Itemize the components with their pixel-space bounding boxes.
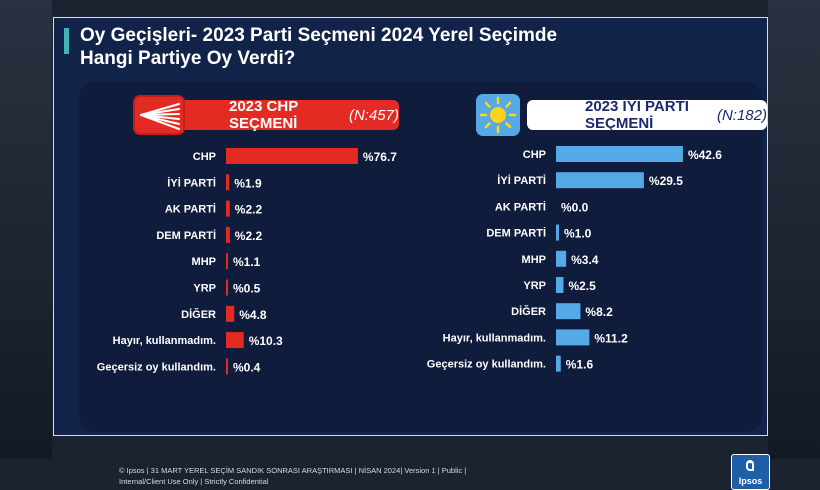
- chp-category-label: CHP: [193, 151, 216, 163]
- footer-line-1: © Ipsos | 31 MART YEREL SEÇİM SANDIK SON…: [119, 466, 467, 475]
- iyi-category-label: Geçersiz oy kullandım.: [427, 359, 546, 371]
- charts-panel: 2023 CHP SEÇMENİ (N:457) 2023 İYİ PARTİ …: [79, 82, 770, 490]
- chp-value-label: %0.5: [233, 282, 261, 296]
- chp-category-label: MHP: [192, 256, 216, 268]
- iyi-value-label: %1.0: [564, 227, 592, 241]
- iyi-value-label: %11.2: [594, 331, 628, 345]
- slide-title: Oy Geçişleri- 2023 Parti Seçmeni 2024 Ye…: [80, 24, 700, 70]
- chp-chart: CHP %76.7 İYİ PARTİ %1.9 AK PARTİ %2.2 DEM PAR…: [97, 148, 397, 375]
- iyi-bar: [556, 329, 590, 346]
- iyi-value-label: %2.5: [568, 279, 596, 293]
- title-accent-bar: [64, 28, 69, 54]
- iyi-category-label: CHP: [523, 149, 546, 161]
- chp-category-label: AK PARTİ: [165, 203, 216, 216]
- chp-chart-title: 2023 CHP SEÇMENİ: [229, 98, 298, 132]
- iyi-value-label: %0.0: [561, 200, 589, 214]
- iyi-category-label: AK PARTİ: [495, 200, 546, 213]
- iyi-bar: [556, 146, 683, 162]
- chp-value-label: %4.8: [239, 308, 267, 322]
- chp-bar: [226, 200, 230, 217]
- ipsos-logo: Ipsos: [731, 454, 770, 490]
- iyi-category-label: Hayır, kullanmadım.: [443, 332, 546, 344]
- iyi-category-label: MHP: [522, 254, 546, 266]
- background-left: [0, 0, 52, 459]
- chp-category-label: Hayır, kullanmadım.: [113, 335, 216, 347]
- slide: Oy Geçişleri- 2023 Parti Seçmeni 2024 Ye…: [53, 17, 770, 490]
- chp-value-label: %76.7: [363, 150, 397, 164]
- chp-category-label: DEM PARTİ: [156, 229, 216, 242]
- iyi-value-label: %8.2: [585, 305, 613, 319]
- chp-bar: [226, 332, 244, 349]
- iyi-category-label: DİĞER: [511, 305, 546, 318]
- chp-value-label: %2.2: [235, 229, 263, 243]
- iyi-value-label: %1.6: [566, 358, 594, 372]
- title-line-1: Oy Geçişleri- 2023 Parti Seçmeni 2024 Ye…: [80, 25, 558, 46]
- chp-category-label: Geçersiz oy kullandım.: [97, 361, 216, 373]
- footer-line-2: Internal/Client Use Only | Strictly Conf…: [119, 477, 269, 486]
- chp-category-label: İYİ PARTİ: [167, 176, 216, 189]
- iyi-bar: [556, 277, 564, 293]
- iyi-bar: [556, 303, 581, 320]
- iyi-bar: [556, 355, 561, 372]
- iyi-value-label: %42.6: [688, 148, 722, 162]
- iyi-category-label: İYİ PARTİ: [497, 174, 546, 187]
- iyi-chart-header: 2023 İYİ PARTİ SEÇMENİ (N:182): [527, 98, 767, 132]
- chp-bar: [226, 358, 228, 375]
- chp-category-label: YRP: [193, 283, 216, 295]
- chp-chart-sample: (N:457): [348, 106, 399, 124]
- ipsos-logo-mark-icon: [746, 460, 754, 471]
- iyi-sun-logo-icon: [476, 94, 520, 136]
- chp-value-label: %0.4: [233, 360, 261, 374]
- chp-bar: [226, 253, 228, 270]
- chp-value-label: %2.2: [235, 203, 263, 217]
- chp-bar: [226, 279, 228, 296]
- chp-bar: [226, 305, 235, 322]
- chp-bar: [226, 226, 230, 243]
- title-line-2: Hangi Partiye Oy Verdi?: [80, 48, 296, 69]
- iyi-bar: [556, 250, 567, 267]
- iyi-category-label: DEM PARTİ: [486, 227, 546, 240]
- iyi-chart: CHP %42.6 İYİ PARTİ %29.5 AK PARTİ %0.0 DEM PA…: [427, 146, 722, 372]
- footer: © Ipsos | 31 MART YEREL SEÇİM SANDIK SON…: [119, 465, 519, 487]
- ipsos-logo-text: Ipsos: [738, 476, 763, 486]
- chp-bar: [226, 174, 230, 191]
- chp-chart-header: 2023 CHP SEÇMENİ (N:457): [169, 98, 399, 132]
- chp-value-label: %1.9: [234, 176, 262, 190]
- chp-category-label: DİĞER: [181, 308, 216, 321]
- iyi-value-label: %29.5: [649, 174, 683, 188]
- bar-charts: CHP %76.7 İYİ PARTİ %1.9 AK PARTİ %2.2 DEM PAR…: [97, 146, 722, 375]
- iyi-chart-sample: (N:182): [716, 106, 767, 124]
- iyi-chart-title: 2023 İYİ PARTİ SEÇMENİ: [585, 98, 689, 132]
- background-right: [768, 0, 820, 459]
- chp-bar: [226, 148, 358, 164]
- chp-value-label: %1.1: [233, 255, 261, 269]
- chp-logo-icon: [133, 95, 185, 135]
- iyi-bar: [556, 172, 644, 189]
- iyi-bar: [556, 224, 559, 241]
- chp-value-label: %10.3: [249, 334, 283, 348]
- iyi-category-label: YRP: [523, 280, 546, 292]
- iyi-value-label: %3.4: [571, 253, 599, 267]
